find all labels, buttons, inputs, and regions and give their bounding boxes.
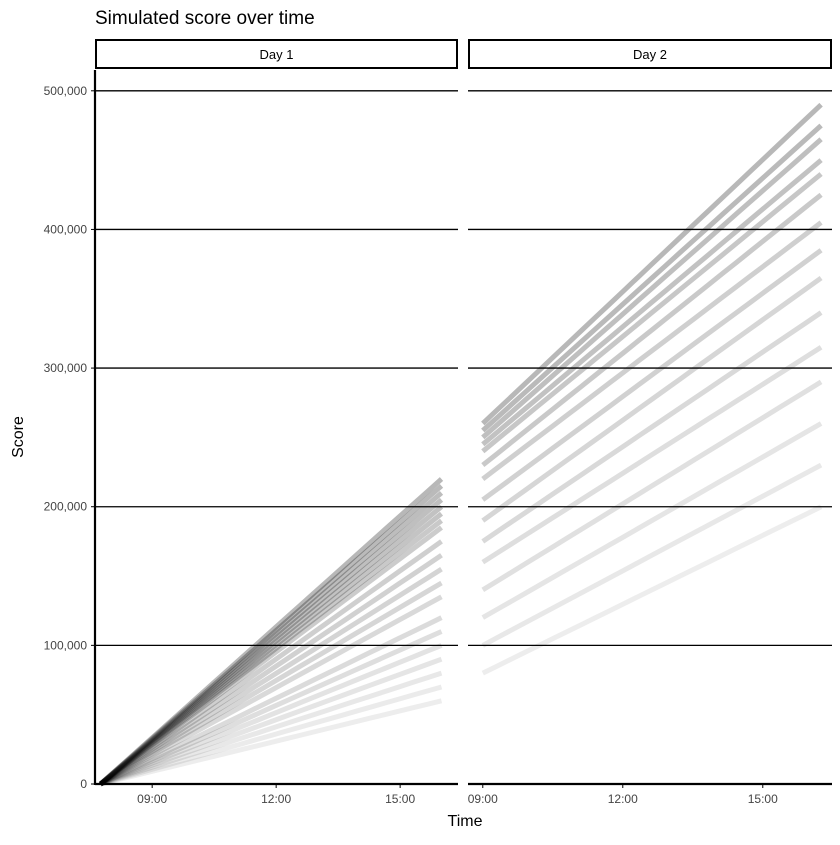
series-line: [99, 615, 443, 787]
series-line: [99, 698, 443, 787]
series-line: [481, 137, 823, 440]
panel-1: Day 1 09:00 12:00 15:00 0 100,000 200,000 300,0…: [44, 39, 458, 806]
series-line: [481, 421, 823, 620]
x-tick-label: 12:00: [608, 792, 638, 806]
series-line: [99, 656, 443, 787]
series-line: [481, 275, 823, 523]
series-line: [99, 553, 443, 787]
series-line: [481, 345, 823, 565]
y-tick-label: 300,000: [44, 361, 88, 375]
series-line: [99, 539, 443, 787]
series-line: [99, 629, 443, 787]
series-line: [98, 511, 444, 786]
series-lines: [481, 102, 823, 676]
series-line: [481, 248, 823, 502]
series-line: [98, 477, 444, 786]
series-line: [481, 172, 823, 454]
series-line: [98, 490, 444, 786]
series-line: [481, 192, 823, 468]
facet-strip: [468, 39, 832, 69]
x-axis-label: Time: [448, 813, 483, 830]
series-line: [99, 684, 443, 787]
series-line: [98, 518, 444, 786]
chart-title: Simulated score over time: [95, 8, 315, 29]
y-tick-label: 200,000: [44, 500, 88, 514]
series-line: [481, 462, 823, 648]
x-tick-label: 12:00: [261, 792, 291, 806]
series-line: [481, 504, 823, 676]
series-line: [99, 643, 443, 787]
y-tick-label: 0: [80, 777, 87, 791]
x-tick-label: 09:00: [137, 792, 167, 806]
panel-2: Day 2 09:00 12:00 15:00: [468, 39, 832, 806]
x-tick-label: 09:00: [468, 792, 498, 806]
series-line: [99, 580, 443, 787]
y-tick-label: 500,000: [44, 84, 88, 98]
facet-strip-label: Day 2: [633, 47, 667, 62]
y-tick-label: 100,000: [44, 638, 88, 652]
series-line: [481, 158, 823, 447]
series-line: [481, 379, 823, 593]
series-lines: [98, 477, 444, 787]
series-line: [98, 484, 444, 786]
facet-strip: [95, 39, 458, 69]
series-line: [481, 102, 823, 426]
series-line: [481, 220, 823, 481]
y-axis-label: Score: [10, 416, 27, 458]
series-line: [481, 310, 823, 544]
series-line: [481, 123, 823, 433]
y-tick-label: 400,000: [44, 222, 88, 236]
x-tick-label: 15:00: [385, 792, 415, 806]
series-line: [99, 670, 443, 787]
facet-strip-label: Day 1: [260, 47, 294, 62]
series-line: [98, 504, 444, 786]
x-tick-label: 15:00: [748, 792, 778, 806]
series-line: [98, 497, 444, 786]
series-line: [99, 594, 443, 787]
series-line: [99, 566, 443, 787]
series-line: [98, 525, 444, 786]
